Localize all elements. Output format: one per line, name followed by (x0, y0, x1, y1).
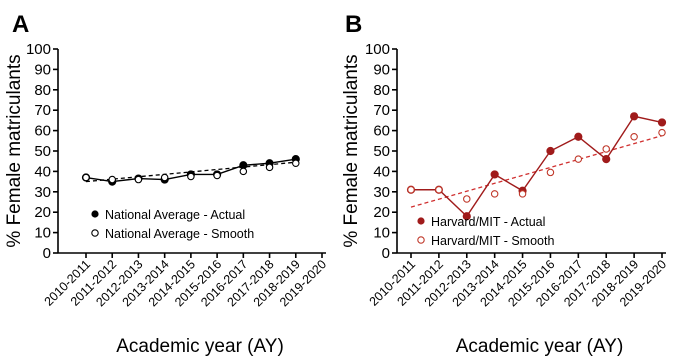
trendline (410, 135, 663, 208)
y-tick-label: 20 (34, 204, 51, 221)
data-point-smooth (658, 128, 666, 137)
y-tick-label: 90 (373, 61, 390, 78)
data-point-smooth (82, 173, 90, 182)
y-tick-label: 100 (26, 41, 51, 58)
y-tick-label: 90 (34, 61, 51, 78)
y-tick-label: 20 (373, 204, 390, 221)
data-point-actual (546, 146, 555, 156)
data-point-smooth (213, 171, 221, 180)
data-point-smooth (490, 190, 499, 198)
y-tick-label: 60 (34, 123, 51, 140)
y-tick-label: 60 (373, 123, 390, 140)
y-tick-label: 0 (382, 245, 390, 262)
y-tick-label: 30 (373, 184, 390, 201)
legend-label: Harvard/MIT - Smooth (431, 234, 554, 248)
y-tick-label: 50 (373, 143, 390, 160)
panel-letter: B (345, 11, 362, 38)
legend-marker (417, 236, 425, 244)
data-point-actual (630, 112, 639, 121)
series-line-actual (411, 115, 663, 218)
y-tick-label: 80 (373, 82, 390, 99)
y-tick-label: 10 (373, 225, 390, 242)
panel-letter: A (12, 11, 29, 38)
data-point-smooth (630, 132, 638, 141)
y-tick-label: 30 (34, 184, 51, 201)
y-axis-label: % Female matriculants (4, 54, 25, 247)
legend-label: National Average - Smooth (105, 227, 254, 241)
y-tick-label: 100 (365, 41, 390, 58)
y-tick-label: 70 (373, 102, 390, 119)
data-point-smooth (602, 145, 610, 153)
data-point-actual (462, 212, 471, 221)
data-point-smooth (518, 190, 527, 198)
x-axis-label: Academic year (AY) (116, 336, 284, 357)
data-point-smooth (160, 173, 169, 182)
data-point-smooth (265, 163, 274, 172)
data-point-actual (657, 118, 667, 127)
data-point-smooth (239, 167, 248, 176)
panel-a: A01020304050607080901002010-20112011-201… (4, 11, 329, 357)
legend-label: National Average - Actual (105, 208, 245, 222)
legend-marker (91, 210, 99, 218)
data-point-smooth (292, 159, 300, 167)
legend-marker (91, 229, 99, 237)
data-point-smooth (187, 172, 195, 181)
y-axis-label: % Female matriculants (341, 54, 362, 247)
data-point-actual (490, 170, 499, 179)
data-point-actual (602, 155, 611, 164)
y-tick-label: 40 (34, 163, 51, 180)
x-axis-label: Academic year (AY) (456, 336, 624, 357)
data-point-smooth (435, 186, 443, 194)
y-tick-label: 10 (34, 225, 51, 242)
y-tick-label: 80 (34, 82, 51, 99)
data-point-smooth (463, 195, 471, 203)
y-tick-label: 70 (34, 102, 51, 119)
data-point-smooth (134, 175, 143, 184)
legend-label: Harvard/MIT - Actual (431, 215, 545, 229)
data-point-smooth (546, 168, 555, 177)
y-tick-label: 0 (43, 245, 51, 262)
y-tick-label: 50 (34, 143, 51, 160)
legend-marker (417, 217, 425, 225)
data-point-smooth (108, 175, 116, 184)
data-point-actual (574, 132, 583, 141)
data-point-smooth (574, 155, 583, 163)
y-tick-label: 40 (373, 163, 390, 180)
data-point-smooth (407, 186, 415, 194)
panel-b: B01020304050607080901002010-20112011-201… (341, 11, 669, 357)
